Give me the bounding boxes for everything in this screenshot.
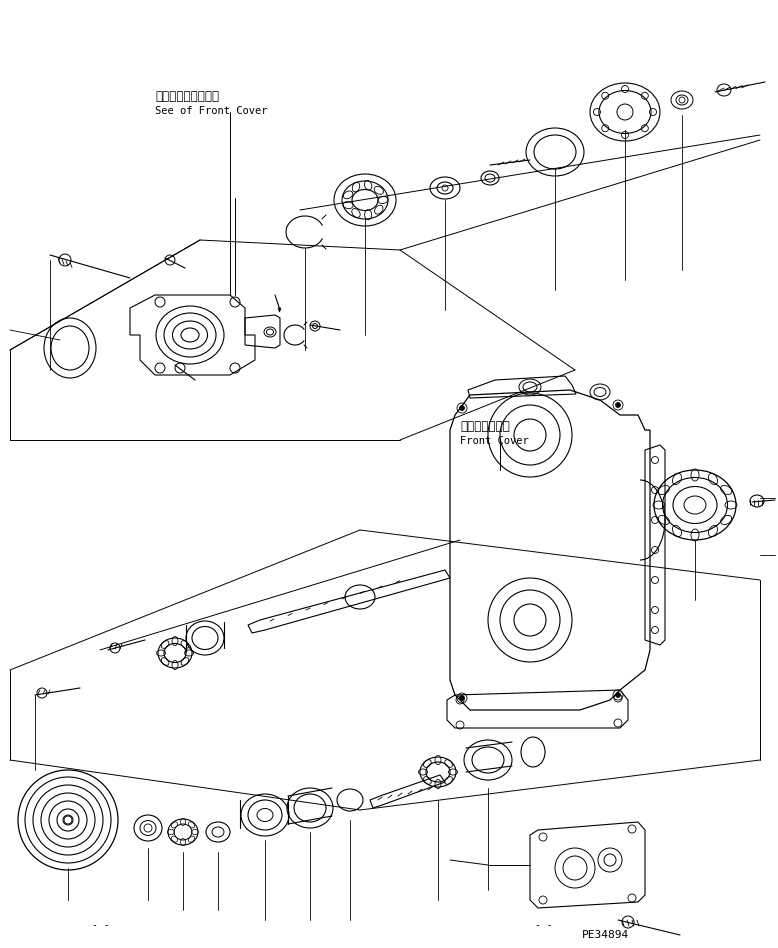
Text: See of Front Cover: See of Front Cover (155, 106, 268, 116)
Text: Front Cover: Front Cover (460, 436, 529, 446)
Circle shape (460, 406, 464, 410)
Text: - -: - - (535, 920, 552, 930)
Circle shape (460, 696, 464, 701)
Text: - -: - - (92, 920, 110, 930)
Circle shape (615, 692, 621, 698)
Text: PE34894: PE34894 (582, 930, 629, 940)
Circle shape (615, 403, 621, 408)
Text: フロントカバー参照: フロントカバー参照 (155, 90, 219, 103)
Text: フロントカバー: フロントカバー (460, 420, 510, 433)
Polygon shape (278, 308, 281, 312)
